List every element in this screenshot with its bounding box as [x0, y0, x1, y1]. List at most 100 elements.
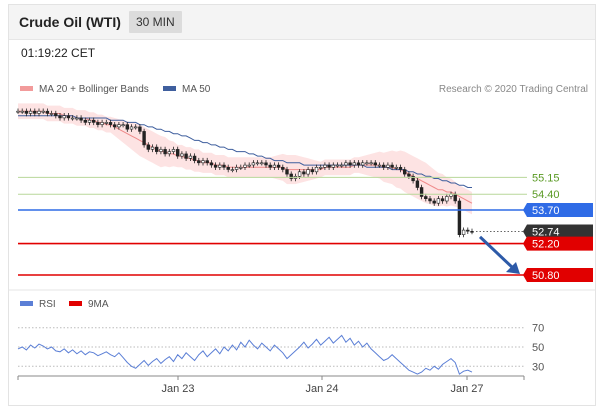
candle-body — [167, 151, 171, 155]
candle-body — [213, 164, 218, 168]
forecast-arrow-head — [506, 262, 520, 275]
candle-body — [415, 180, 420, 188]
level-tag — [523, 224, 593, 239]
candle-body — [54, 113, 58, 117]
candle-body — [45, 110, 50, 114]
candle-body — [268, 164, 272, 168]
level-tag — [523, 268, 593, 283]
candle-body — [440, 198, 445, 202]
candle-body — [339, 164, 344, 167]
candle-body — [344, 162, 348, 166]
candle-body — [24, 110, 29, 114]
candle-body — [419, 187, 424, 197]
candle-body — [20, 110, 24, 113]
candle-body — [402, 169, 407, 175]
candle-body — [323, 164, 327, 168]
candle-body — [28, 110, 33, 114]
candle-body — [58, 115, 62, 119]
candle-body — [171, 149, 176, 152]
price-plot — [16, 103, 474, 238]
candle-body — [310, 169, 314, 173]
level-label: 54.40 — [532, 189, 560, 201]
candle-body — [457, 200, 462, 236]
candle-body — [184, 153, 188, 159]
candle-body — [226, 167, 230, 170]
candle-body — [272, 164, 277, 168]
candle-body — [335, 164, 340, 167]
instrument-title: Crude Oil (WTI) — [19, 14, 121, 30]
x-axis-ticks: Jan 23 Jan 24 Jan 27 — [17, 376, 525, 395]
ma9-legend-label: 9MA — [88, 299, 109, 310]
timestamp: 01:19:22 CET — [21, 46, 96, 60]
x-tick-label: Jan 24 — [305, 383, 338, 395]
candle-body — [331, 164, 335, 168]
candle-body — [146, 144, 150, 150]
candle-body — [155, 146, 159, 152]
candle-body — [209, 162, 214, 166]
ma50-swatch — [163, 86, 176, 91]
candle-body — [41, 110, 45, 113]
candle-body — [134, 126, 138, 129]
candle-body — [117, 124, 121, 128]
candle-body — [436, 198, 441, 204]
rsi-legend-label: RSI — [39, 299, 56, 310]
candle-body — [87, 119, 92, 123]
forecast-arrow-shaft — [478, 235, 516, 271]
candle-body — [352, 162, 356, 166]
level-label: 52.74 — [532, 227, 560, 239]
candle-body — [121, 124, 125, 126]
candle-body — [314, 167, 319, 173]
candle-body — [37, 110, 41, 114]
candle-body — [306, 169, 310, 175]
level-label: 53.70 — [532, 205, 560, 217]
price-legend: MA 20 + Bollinger Bands MA 50 Research ©… — [20, 84, 588, 95]
candle-body — [386, 164, 390, 168]
candle-body — [285, 169, 289, 175]
candle-body — [428, 198, 432, 202]
candle-body — [445, 196, 449, 202]
candle-body — [70, 117, 75, 120]
candle-body — [230, 169, 235, 171]
rsi-tick-label: 70 — [532, 323, 544, 335]
candle-body — [260, 162, 264, 165]
candle-body — [407, 173, 411, 177]
candle-body — [96, 122, 100, 125]
candle-body — [113, 124, 117, 128]
candle-body — [234, 167, 239, 170]
candle-body — [66, 115, 71, 119]
candle-body — [150, 146, 155, 150]
candle-body — [424, 196, 428, 200]
candle-body — [159, 149, 163, 152]
candle-body — [356, 162, 361, 166]
rsi-swatch — [20, 301, 33, 306]
candle-body — [302, 171, 306, 175]
candle-body — [327, 164, 331, 168]
chart-header: Crude Oil (WTI) 30 MIN — [9, 5, 595, 40]
candle-body — [461, 229, 466, 235]
candle-body — [16, 110, 20, 113]
credit-text: Research © 2020 Trading Central — [439, 84, 588, 95]
candle-body — [251, 162, 256, 166]
chart-card: Crude Oil (WTI) 30 MIN 01:19:22 CET — [8, 4, 596, 406]
candle-body — [369, 162, 373, 165]
candle-body — [222, 164, 226, 168]
level-label: 52.20 — [532, 239, 560, 251]
candle-body — [125, 124, 130, 130]
candle-body — [205, 160, 209, 164]
candle-body — [104, 122, 109, 124]
candle-body — [398, 167, 403, 170]
level-tag — [523, 202, 593, 217]
candle-body — [255, 162, 260, 165]
ma9-swatch — [69, 301, 82, 306]
candle-body — [373, 162, 377, 166]
x-tick-label: Jan 23 — [161, 383, 194, 395]
candle-body — [297, 171, 302, 177]
bollinger-legend-label: MA 20 + Bollinger Bands — [39, 84, 149, 95]
candle-body — [79, 117, 83, 121]
candle-body — [239, 167, 243, 169]
rsi-plot: 70 50 30 — [17, 323, 544, 375]
interval-button[interactable]: 30 MIN — [129, 11, 182, 33]
candle-body — [197, 160, 201, 164]
candle-body — [432, 200, 436, 204]
